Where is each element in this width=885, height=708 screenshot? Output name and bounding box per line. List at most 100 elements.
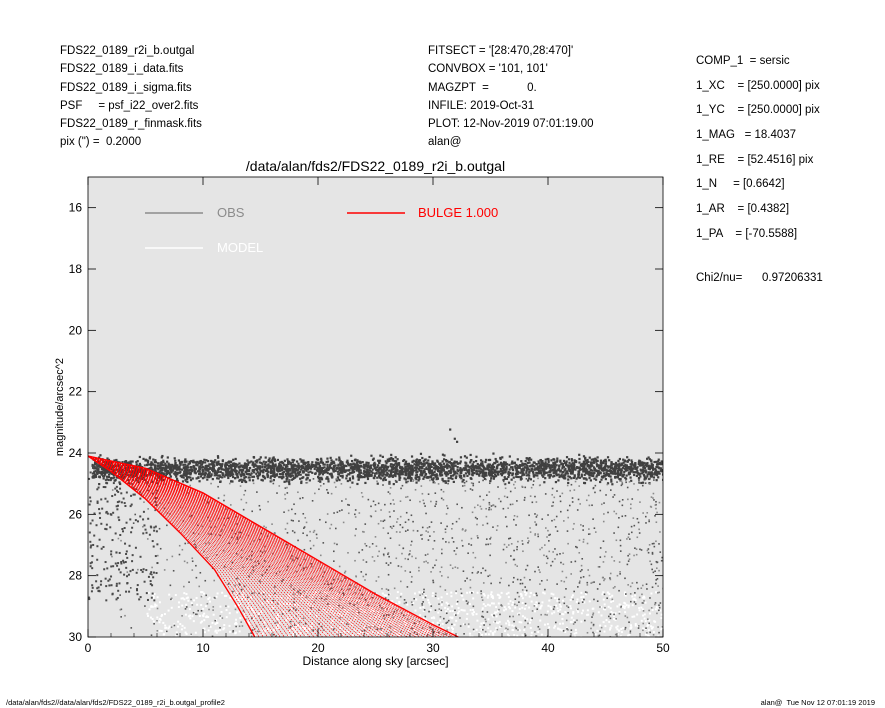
obs-point (568, 465, 572, 468)
obs-point (659, 551, 662, 553)
model-point (628, 633, 631, 636)
model-point (554, 597, 557, 600)
obs-point (358, 465, 361, 469)
obs-point (129, 460, 132, 463)
obs-point (231, 463, 234, 466)
obs-point (442, 468, 445, 471)
obs-point (188, 460, 191, 463)
model-point (641, 608, 644, 611)
obs-point (118, 481, 121, 484)
model-point (303, 628, 306, 631)
model-point (533, 603, 536, 606)
obs-point (352, 477, 355, 480)
obs-point (578, 453, 581, 456)
obs-point (557, 467, 561, 470)
obs-point (520, 470, 523, 473)
obs-point (203, 474, 207, 477)
model-point (630, 624, 633, 627)
model-point (248, 601, 251, 604)
model-point (183, 592, 186, 595)
obs-point (602, 462, 605, 465)
obs-point (544, 463, 547, 466)
obs-point (166, 524, 168, 527)
model-point (422, 606, 425, 609)
obs-point (224, 470, 227, 473)
obs-point (370, 470, 373, 473)
obs-point (577, 473, 580, 476)
obs-point (476, 523, 478, 526)
model-point (375, 620, 378, 623)
obs-point (107, 473, 111, 476)
obs-point (459, 474, 463, 478)
obs-point (388, 459, 391, 462)
obs-point (529, 495, 532, 497)
obs-point (429, 463, 432, 467)
model-point (262, 591, 265, 594)
model-point (316, 597, 319, 600)
model-point (447, 626, 450, 629)
obs-point (383, 617, 386, 620)
obs-point (559, 500, 562, 503)
obs-point (267, 463, 270, 466)
obs-point (481, 615, 483, 618)
obs-point (615, 539, 618, 542)
obs-point (389, 482, 391, 485)
obs-point (458, 474, 461, 477)
model-point (496, 593, 499, 596)
obs-point (603, 469, 606, 472)
obs-point (146, 463, 149, 466)
obs-point (606, 456, 610, 459)
obs-point (235, 577, 238, 580)
obs-point (212, 463, 215, 467)
obs-point (191, 470, 194, 473)
obs-point (216, 455, 220, 458)
obs-point (540, 579, 543, 582)
obs-point (468, 466, 471, 469)
model-point (194, 631, 197, 634)
obs-point (308, 467, 311, 470)
obs-point (510, 478, 513, 481)
model-point (646, 624, 649, 627)
obs-point (511, 468, 515, 472)
obs-point (557, 473, 560, 476)
obs-point (162, 461, 165, 464)
obs-point (302, 532, 304, 535)
model-point (419, 614, 422, 617)
obs-point (645, 464, 648, 468)
obs-point (107, 463, 110, 466)
obs-point (488, 473, 491, 476)
obs-point (556, 553, 558, 556)
obs-point (587, 460, 590, 464)
model-point (660, 626, 663, 629)
obs-point (644, 515, 647, 518)
obs-point (382, 473, 385, 476)
obs-point (382, 484, 384, 486)
model-point (528, 595, 531, 598)
obs-point (626, 460, 630, 463)
model-point (234, 622, 237, 625)
obs-point (418, 477, 421, 480)
obs-point (519, 582, 522, 585)
obs-point (416, 475, 419, 479)
model-point (237, 604, 240, 607)
obs-point (652, 476, 656, 479)
obs-point (303, 526, 306, 528)
obs-point (528, 514, 530, 517)
obs-point (301, 476, 304, 480)
obs-point (215, 474, 218, 477)
obs-point (261, 462, 264, 466)
obs-point (96, 471, 100, 474)
obs-point (253, 627, 256, 630)
obs-point (478, 470, 481, 473)
obs-point (417, 467, 421, 471)
obs-point (262, 460, 265, 463)
model-point (200, 620, 203, 623)
obs-point (391, 458, 395, 461)
obs-point (167, 463, 170, 466)
model-point (603, 630, 606, 633)
obs-point (591, 464, 594, 467)
obs-point (618, 468, 621, 472)
model-point (202, 627, 205, 630)
obs-point (507, 628, 509, 631)
obs-point (476, 462, 479, 466)
